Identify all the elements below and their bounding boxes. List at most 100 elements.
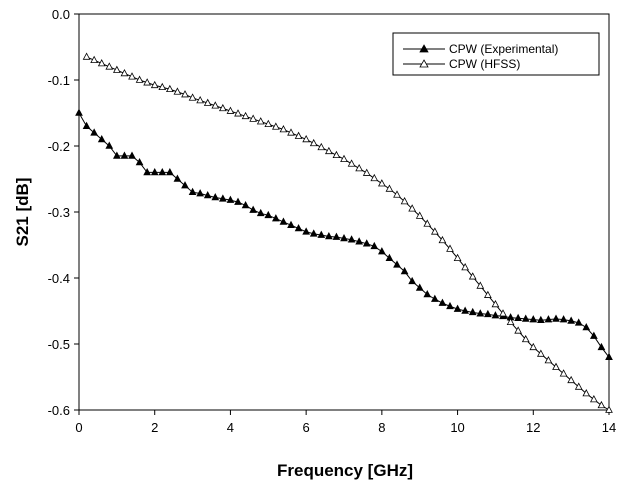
- y-tick-label: -0.3: [48, 205, 70, 220]
- data-point-hfss: [105, 62, 114, 70]
- data-point-experimental: [165, 167, 174, 176]
- legend-label-hfss: CPW (HFSS): [449, 57, 520, 71]
- data-point-hfss: [188, 93, 197, 101]
- data-point-experimental: [271, 214, 280, 222]
- data-point-hfss: [256, 117, 265, 125]
- data-point-hfss: [347, 159, 356, 167]
- x-tick-label: 2: [151, 420, 158, 435]
- data-point-experimental: [150, 167, 159, 176]
- x-tick-label: 12: [526, 420, 540, 435]
- data-point-hfss: [544, 356, 553, 364]
- data-point-hfss: [355, 163, 364, 172]
- x-tick-label: 10: [450, 420, 464, 435]
- data-point-experimental: [446, 301, 454, 310]
- data-point-hfss: [597, 400, 606, 409]
- data-point-experimental: [605, 352, 613, 361]
- data-point-experimental: [188, 187, 197, 196]
- data-point-experimental: [256, 208, 265, 217]
- data-point-hfss: [514, 326, 523, 334]
- series-experimental: [75, 108, 613, 361]
- data-point-hfss: [324, 146, 333, 155]
- data-point-experimental: [302, 227, 311, 235]
- data-point-experimental: [120, 151, 129, 159]
- data-point-experimental: [597, 342, 606, 351]
- data-point-hfss: [271, 122, 280, 130]
- series-layer: [75, 52, 613, 413]
- data-point-experimental: [468, 307, 477, 316]
- data-point-hfss: [415, 211, 424, 219]
- data-point-experimental: [309, 229, 318, 237]
- data-point-hfss: [173, 87, 182, 95]
- data-point-hfss: [302, 134, 311, 143]
- data-point-hfss: [400, 196, 409, 205]
- data-point-hfss: [605, 405, 613, 413]
- data-point-hfss: [552, 362, 560, 370]
- data-point-hfss: [559, 369, 568, 377]
- data-point-experimental: [332, 232, 341, 240]
- data-point-hfss: [536, 349, 545, 357]
- series-line-hfss: [86, 56, 610, 411]
- x-tick-label: 4: [227, 420, 234, 435]
- data-point-hfss: [461, 262, 470, 271]
- data-point-hfss: [582, 389, 591, 397]
- data-point-experimental: [415, 283, 424, 291]
- data-point-hfss: [241, 111, 250, 120]
- data-point-experimental: [483, 309, 492, 318]
- data-point-hfss: [446, 244, 454, 252]
- y-axis-title: S21 [dB]: [13, 178, 32, 247]
- data-point-hfss: [340, 154, 348, 163]
- data-point-hfss: [362, 168, 371, 176]
- data-point-hfss: [181, 90, 189, 98]
- data-point-experimental: [249, 205, 258, 213]
- data-point-hfss: [150, 80, 159, 89]
- data-point-hfss: [430, 227, 439, 235]
- data-point-hfss: [287, 128, 295, 136]
- data-point-hfss: [574, 382, 583, 390]
- data-point-experimental: [203, 191, 212, 199]
- legend: CPW (Experimental) CPW (HFSS): [392, 32, 600, 76]
- data-point-experimental: [589, 331, 598, 339]
- data-point-experimental: [264, 210, 273, 219]
- data-point-experimental: [135, 158, 144, 166]
- data-point-experimental: [461, 306, 470, 314]
- data-point-hfss: [309, 138, 318, 147]
- data-point-experimental: [97, 134, 106, 143]
- data-point-experimental: [340, 233, 348, 242]
- data-point-experimental: [514, 313, 523, 322]
- y-tick-label: -0.6: [48, 403, 70, 418]
- data-point-hfss: [90, 55, 99, 63]
- data-point-hfss: [589, 394, 598, 403]
- data-point-hfss: [483, 290, 492, 298]
- data-point-hfss: [468, 272, 477, 280]
- data-point-experimental: [355, 237, 364, 245]
- data-point-experimental: [143, 167, 152, 176]
- y-tick-label: 0.0: [52, 7, 70, 22]
- data-point-experimental: [521, 314, 530, 322]
- data-point-hfss: [97, 59, 106, 67]
- data-point-hfss: [529, 342, 538, 351]
- data-point-experimental: [347, 235, 356, 243]
- data-point-hfss: [453, 253, 462, 262]
- data-point-experimental: [173, 174, 182, 182]
- data-point-experimental: [423, 290, 432, 298]
- data-point-hfss: [408, 204, 417, 212]
- data-point-experimental: [158, 167, 167, 176]
- x-tick-label: 0: [75, 420, 82, 435]
- data-point-hfss: [226, 106, 235, 114]
- data-point-hfss: [332, 150, 341, 159]
- y-tick-label: -0.1: [48, 73, 70, 88]
- data-point-hfss: [506, 317, 515, 326]
- data-point-experimental: [279, 217, 288, 225]
- data-point-hfss: [438, 235, 447, 244]
- data-point-experimental: [567, 316, 576, 324]
- data-point-experimental: [234, 197, 242, 205]
- data-point-hfss: [370, 173, 379, 182]
- data-point-hfss: [264, 119, 273, 128]
- data-point-experimental: [128, 151, 136, 159]
- data-point-hfss: [165, 84, 174, 93]
- data-point-experimental: [324, 231, 333, 240]
- axes: 0 2 4 6 8 10 12 14 0.0 -0.1 -0.2 -0.3 -0.4 -0.5 -0.6: [48, 7, 617, 435]
